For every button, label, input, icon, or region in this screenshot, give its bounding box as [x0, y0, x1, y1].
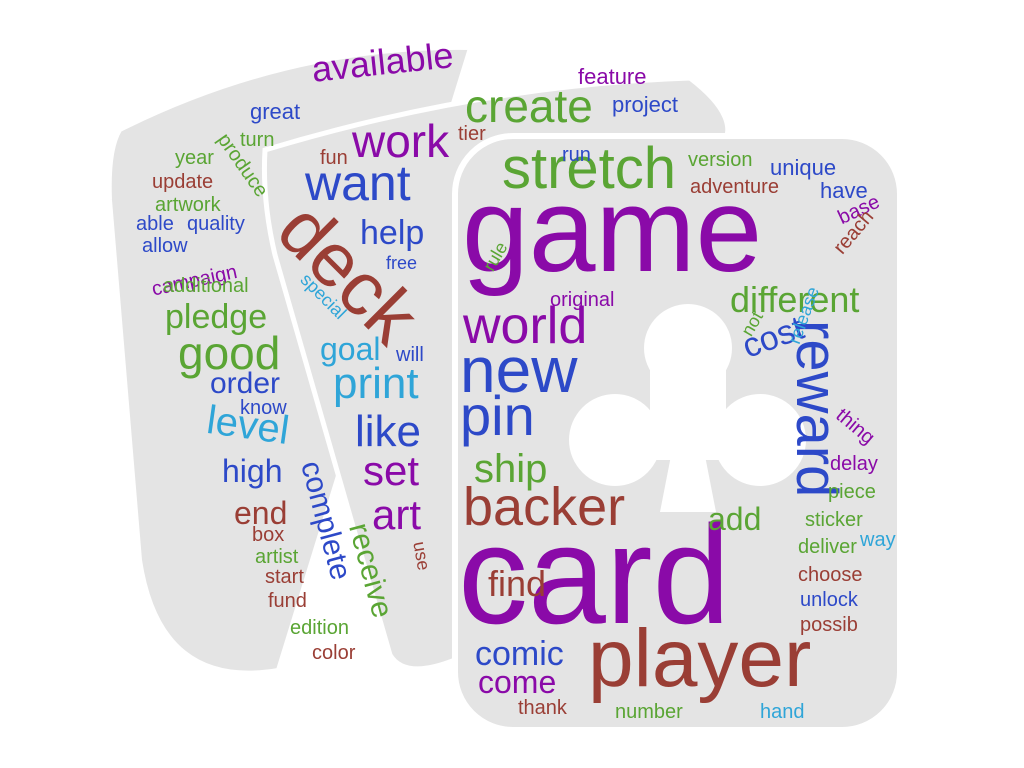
- word-know: know: [240, 397, 287, 419]
- word-high: high: [222, 453, 283, 489]
- word-year: year: [175, 147, 214, 169]
- word-pledge: pledge: [165, 298, 268, 336]
- word-sticker: sticker: [805, 509, 863, 531]
- word-set: set: [363, 447, 420, 494]
- word-way: way: [860, 529, 896, 551]
- club-icon: [569, 304, 806, 512]
- word-work: work: [352, 115, 450, 167]
- word-turn: turn: [240, 129, 275, 151]
- word-end: end: [234, 495, 288, 531]
- word-deliver: deliver: [798, 536, 857, 558]
- word-unique: unique: [770, 155, 837, 180]
- word-artwork: artwork: [155, 194, 221, 216]
- word-additional: additional: [163, 275, 249, 297]
- word-run: run: [562, 144, 591, 166]
- word-card: card: [458, 496, 731, 653]
- word-hand: hand: [760, 701, 805, 723]
- word-want: want: [305, 155, 411, 211]
- word-have: have: [820, 178, 868, 203]
- word-tier: tier: [458, 123, 486, 145]
- word-help: help: [360, 214, 425, 252]
- word-new: new: [460, 334, 578, 406]
- word-allow: allow: [142, 235, 188, 257]
- word-number: number: [615, 701, 683, 723]
- word-great: great: [250, 99, 301, 124]
- word-artist: artist: [255, 546, 299, 568]
- word-able: able: [136, 213, 174, 235]
- word-come: come: [478, 664, 557, 700]
- word-free: free: [386, 253, 418, 273]
- word-start: start: [265, 566, 304, 588]
- word-quality: quality: [187, 213, 245, 235]
- word-adventure: adventure: [690, 176, 779, 198]
- word-art: art: [372, 491, 422, 538]
- word-order: order: [210, 367, 281, 400]
- word-feature: feature: [578, 64, 647, 89]
- word-stretch: stretch: [502, 136, 677, 201]
- word-piece: piece: [828, 481, 876, 503]
- word-pin: pin: [460, 384, 535, 447]
- word-create: create: [465, 80, 593, 132]
- word-add: add: [708, 501, 762, 537]
- word-choose: choose: [798, 564, 863, 586]
- word-original: original: [550, 289, 615, 311]
- word-update: update: [152, 171, 214, 193]
- word-use: use: [409, 539, 435, 572]
- word-world: world: [463, 297, 588, 355]
- word-ship: ship: [474, 447, 548, 491]
- word-good: good: [178, 327, 281, 379]
- word-thank: thank: [518, 697, 567, 719]
- word-game: game: [462, 163, 763, 297]
- word-find: find: [488, 563, 547, 604]
- word-possib: possib: [800, 614, 858, 636]
- word-like: like: [355, 407, 422, 456]
- word-version: version: [688, 149, 753, 171]
- word-box: box: [252, 524, 285, 546]
- word-unlock: unlock: [800, 589, 858, 611]
- word-delay: delay: [830, 453, 878, 475]
- word-print: print: [333, 359, 419, 408]
- word-backer: backer: [463, 477, 626, 537]
- word-fund: fund: [268, 590, 307, 612]
- word-will: will: [396, 344, 424, 366]
- word-project: project: [612, 92, 679, 117]
- word-different: different: [730, 279, 860, 320]
- word-comic: comic: [475, 635, 564, 673]
- word-color: color: [312, 642, 356, 664]
- word-fun: fun: [320, 147, 348, 169]
- word-goal: goal: [320, 331, 381, 367]
- word-edition: edition: [290, 617, 349, 639]
- word-player: player: [588, 613, 812, 704]
